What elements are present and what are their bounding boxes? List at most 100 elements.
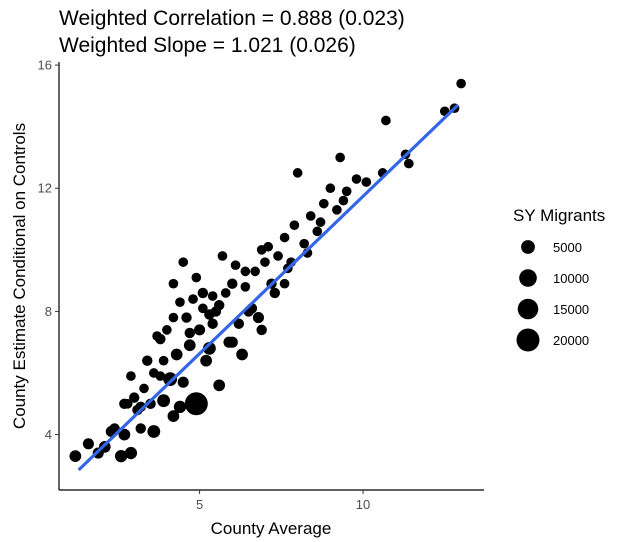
data-point <box>289 220 300 231</box>
data-point <box>173 400 187 414</box>
data-point <box>184 392 208 416</box>
data-point <box>163 372 178 387</box>
fit-line <box>77 103 459 472</box>
data-point <box>167 410 180 422</box>
data-point <box>279 278 290 289</box>
y-axis-ticks: 4 8 12 16 <box>38 58 59 442</box>
x-axis-ticks: 5 10 <box>196 490 370 512</box>
data-point <box>200 354 212 367</box>
data-point <box>252 312 264 324</box>
y-tick-label: 16 <box>38 58 52 73</box>
data-point <box>184 327 195 339</box>
data-point <box>256 324 267 336</box>
data-point <box>341 186 352 197</box>
data-point <box>122 398 133 409</box>
data-point <box>142 355 153 366</box>
data-point <box>403 158 414 169</box>
data-point <box>263 241 274 252</box>
data-point <box>213 379 226 392</box>
data-point <box>114 449 128 463</box>
data-point <box>230 260 241 271</box>
data-point <box>220 288 231 298</box>
data-point <box>181 312 192 323</box>
chart-title-line-2: Weighted Slope = 1.021 (0.026) <box>59 34 356 57</box>
data-point <box>260 257 270 267</box>
chart-title-line-1: Weighted Correlation = 0.888 (0.023) <box>59 7 405 30</box>
data-point <box>233 318 245 329</box>
data-point <box>168 278 179 289</box>
data-point <box>273 251 283 261</box>
data-point <box>226 336 238 348</box>
data-point <box>207 291 218 301</box>
data-point <box>69 450 82 462</box>
data-point <box>315 217 326 227</box>
legend-label: 10000 <box>553 271 589 286</box>
data-point <box>135 423 146 434</box>
data-point <box>240 281 251 292</box>
data-point <box>240 266 251 277</box>
data-point <box>155 333 166 345</box>
data-point <box>236 348 248 361</box>
y-tick-label: 8 <box>45 304 52 319</box>
x-axis-title: County Average <box>211 519 332 538</box>
data-point <box>456 78 466 89</box>
data-point <box>325 183 336 194</box>
data-point <box>227 278 238 289</box>
data-point <box>351 174 362 184</box>
data-point <box>318 198 329 209</box>
data-point <box>194 324 206 336</box>
legend-label: 15000 <box>553 302 589 317</box>
data-point <box>381 115 391 126</box>
data-point <box>338 195 349 206</box>
data-point <box>361 177 372 187</box>
data-point <box>126 371 136 381</box>
data-point <box>168 312 179 323</box>
legend: SY Migrants 5000 10000 15000 20000 <box>513 206 605 352</box>
legend-key <box>521 240 535 254</box>
data-point <box>162 325 172 335</box>
data-point <box>279 232 290 243</box>
data-point <box>124 446 138 460</box>
x-tick-label: 5 <box>196 497 203 512</box>
data-point <box>191 272 202 283</box>
legend-entries: 5000 10000 15000 20000 <box>516 240 589 352</box>
data-point <box>82 438 94 450</box>
data-point <box>269 287 280 299</box>
x-tick-label: 10 <box>356 497 370 512</box>
y-axis-title: County Estimate Conditional on Controls <box>10 123 29 429</box>
data-point <box>147 425 161 438</box>
data-point <box>177 376 189 388</box>
legend-title: SY Migrants <box>513 206 605 225</box>
data-point <box>118 428 131 441</box>
data-point <box>157 394 171 408</box>
data-point <box>158 355 169 366</box>
legend-key <box>519 269 537 287</box>
data-point <box>250 266 260 277</box>
data-point <box>188 294 198 304</box>
data-point <box>139 383 149 394</box>
data-point <box>178 257 189 267</box>
data-point <box>332 204 342 215</box>
data-point <box>198 303 208 314</box>
fit-line-layer <box>77 103 459 472</box>
data-point <box>207 318 218 329</box>
legend-label: 5000 <box>553 240 582 255</box>
data-point <box>335 152 345 163</box>
data-point <box>175 297 185 307</box>
data-point <box>170 348 183 361</box>
data-point <box>299 238 310 249</box>
legend-key <box>516 328 540 352</box>
data-point <box>305 211 316 221</box>
data-point <box>183 339 196 352</box>
data-point <box>128 392 140 403</box>
data-point <box>312 226 323 237</box>
data-point <box>204 309 215 320</box>
data-point <box>292 168 303 178</box>
data-point <box>197 287 209 299</box>
y-tick-label: 4 <box>45 427 52 442</box>
data-points <box>69 78 466 463</box>
data-point <box>155 371 166 381</box>
legend-key <box>517 298 539 320</box>
legend-label: 20000 <box>553 333 589 348</box>
